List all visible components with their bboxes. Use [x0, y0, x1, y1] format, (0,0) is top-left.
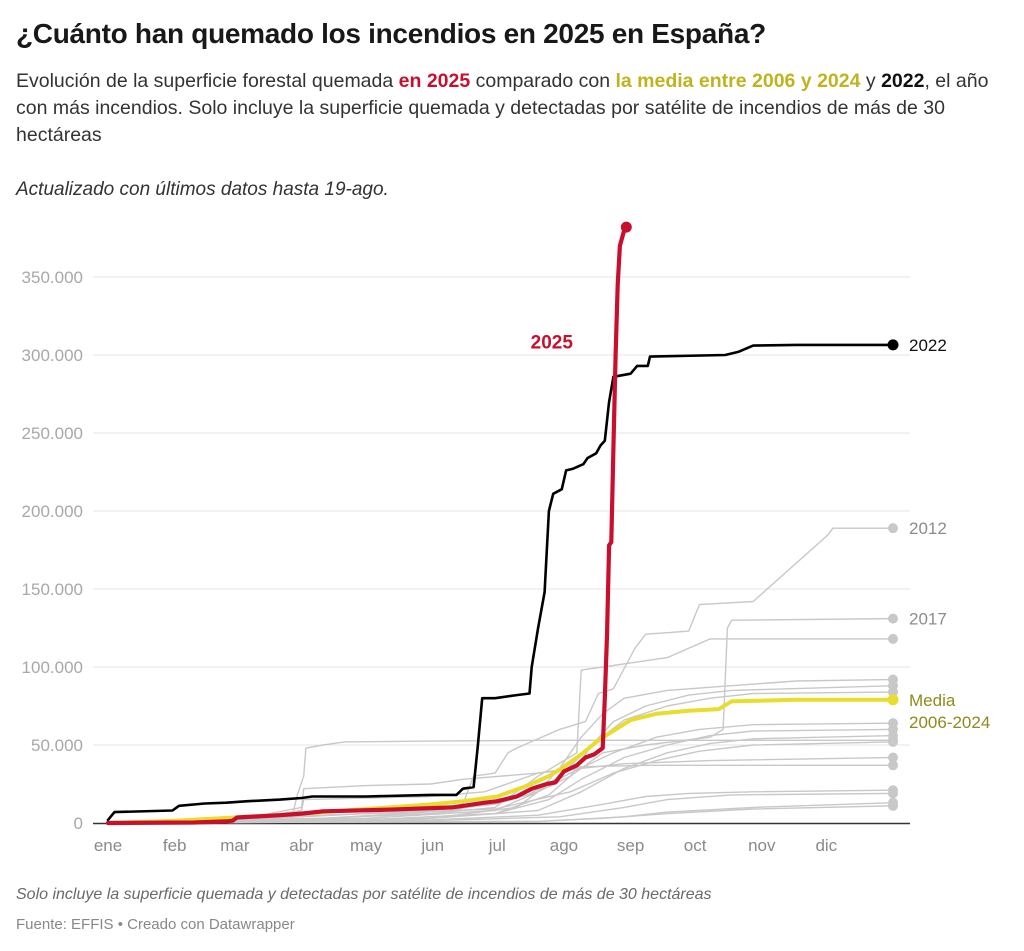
x-tick-label: ago: [550, 836, 578, 855]
chart-title: ¿Cuánto han quemado los incendios en 202…: [16, 18, 766, 49]
y-tick-label: 350.000: [22, 268, 83, 287]
series-line-otros-a-os: [107, 638, 894, 824]
x-tick-label: ene: [94, 836, 122, 855]
series-labels: 2012 2017 Media 2006-2024 2022 2025: [531, 333, 991, 732]
annotation-2025: 2025: [531, 333, 574, 354]
series-line-2025: [105, 225, 629, 826]
series-endpoint-otros-a-os: [888, 800, 898, 811]
series-label-media-line2: 2006-2024: [909, 713, 990, 732]
series-line-otros-a-os: [107, 678, 894, 824]
series-endpoint-media-2006-2024: [887, 694, 899, 706]
series-endpoint-2017: [888, 613, 898, 624]
x-tick-label: jun: [420, 836, 444, 855]
x-tick-label: oct: [684, 836, 707, 855]
y-tick-label: 100.000: [22, 658, 83, 677]
x-tick-label: abr: [289, 836, 314, 855]
series-endpoint-otros-a-os: [888, 686, 898, 697]
footer-source: Fuente: EFFIS • Creado con Datawrapper: [16, 916, 295, 933]
x-axis-ticks: ene feb mar abr may jun jul ago sep oct nov dic: [94, 836, 838, 855]
series-line-media-2006-2024: [106, 697, 895, 825]
y-tick-label: 50.000: [31, 736, 83, 755]
series-endpoint-2022: [887, 339, 899, 351]
series-line-otros-a-os: [107, 739, 894, 824]
gridlines: [93, 276, 910, 825]
subtitle-text: y: [860, 70, 882, 92]
series-line-otros-a-os: [107, 741, 894, 824]
chart-subtitle: Evolución de la superficie forestal quem…: [16, 68, 1006, 149]
y-tick-label: 150.000: [22, 580, 83, 599]
series-line-otros-a-os: [107, 792, 894, 824]
series-label-2022: 2022: [909, 336, 947, 355]
x-tick-label: feb: [163, 836, 187, 855]
series-endpoint-2025: [620, 221, 632, 233]
other-years-lines: [107, 523, 898, 824]
series-line-2022: [106, 343, 895, 822]
y-axis-ticks: 0 50.000 100.000 150.000 200.000 250.000 300.0…: [22, 268, 83, 833]
x-tick-label: mar: [220, 836, 250, 855]
series-label-media-line1: Media: [909, 691, 956, 710]
series-endpoint-otros-a-os: [888, 752, 898, 763]
series-endpoint-otros-a-os: [888, 760, 898, 771]
subtitle-text: Evolución de la superficie forestal quem…: [16, 70, 399, 92]
series-line-otros-a-os: [107, 805, 894, 824]
subtitle-highlight-2025: en 2025: [398, 70, 471, 92]
x-tick-label: nov: [748, 836, 776, 855]
series-line-2012: [107, 527, 894, 824]
series-line-otros-a-os: [107, 789, 894, 824]
y-tick-label: 200.000: [22, 502, 83, 521]
y-tick-label: 0: [74, 814, 83, 833]
series-label-2012: 2012: [909, 519, 947, 538]
series-endpoint-otros-a-os: [888, 736, 898, 747]
y-tick-label: 300.000: [22, 346, 83, 365]
updated-note: Actualizado con últimos datos hasta 19-a…: [16, 179, 389, 200]
line-chart: 0 50.000 100.000 150.000 200.000 250.000 300.0…: [22, 221, 991, 855]
series-endpoint-otros-a-os: [888, 788, 898, 799]
highlight-lines: [105, 221, 899, 826]
x-tick-label: jul: [488, 836, 506, 855]
subtitle-text: comparado con: [470, 70, 616, 92]
series-endpoint-otros-a-os: [888, 633, 898, 644]
series-endpoint-2012: [888, 523, 898, 534]
series-line-otros-a-os: [107, 728, 894, 824]
footer-note: Solo incluye la superficie quemada y det…: [16, 886, 712, 903]
series-line-2017: [107, 617, 894, 824]
series-line-otros-a-os: [107, 734, 894, 824]
series-line-otros-a-os: [107, 722, 894, 824]
x-tick-label: may: [350, 836, 383, 855]
subtitle-highlight-media: la media entre 2006 y 2024: [615, 70, 861, 92]
y-tick-label: 250.000: [22, 424, 83, 443]
subtitle-highlight-2022: 2022: [881, 70, 925, 92]
series-label-2017: 2017: [909, 610, 947, 629]
x-tick-label: dic: [815, 836, 837, 855]
subtitle-text: , el año con más incendios. Solo incluye…: [16, 70, 989, 146]
x-tick-label: sep: [617, 836, 644, 855]
